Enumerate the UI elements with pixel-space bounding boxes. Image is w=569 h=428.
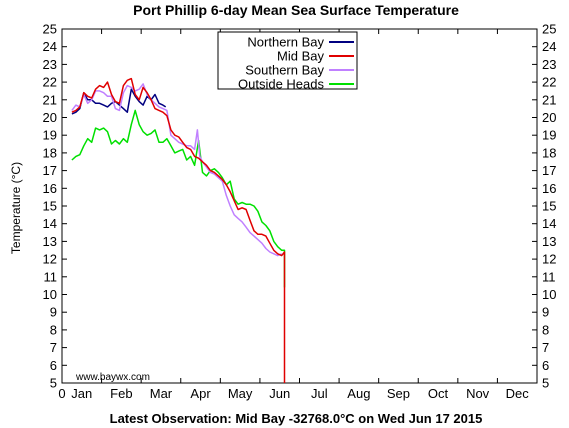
y-tick-label-left: 14 <box>43 216 57 231</box>
legend-box <box>217 31 358 90</box>
y-tick-label-right: 13 <box>542 234 556 249</box>
y-tick-label-right: 20 <box>542 110 556 125</box>
legend-label: Mid Bay <box>277 49 324 64</box>
y-tick-label-right: 16 <box>542 181 556 196</box>
y-tick-label-left: 22 <box>43 75 57 90</box>
y-tick-label-right: 12 <box>542 252 556 267</box>
y-axis-label: Temperature (°C) <box>9 162 23 254</box>
y-tick-label-left: 18 <box>43 145 57 160</box>
y-tick-label-left: 20 <box>43 110 57 125</box>
y-tick-label-right: 15 <box>542 199 556 214</box>
chart-title: Port Phillip 6-day Mean Sea Surface Temp… <box>133 2 459 18</box>
y-tick-label-left: 16 <box>43 181 57 196</box>
legend-label: Outside Heads <box>238 77 324 92</box>
x-tick-label: Jun <box>269 386 290 401</box>
y-tick-label-left: 10 <box>43 287 57 302</box>
y-tick-label-left: 5 <box>50 376 57 391</box>
y-tick-label-right: 17 <box>542 163 556 178</box>
y-tick-label-right: 18 <box>542 145 556 160</box>
y-tick-label-right: 21 <box>542 92 556 107</box>
x-tick-label: Jan <box>71 386 92 401</box>
y-tick-label-right: 25 <box>542 22 556 37</box>
series-line-southern-bay <box>71 83 283 257</box>
x-tick-label: May <box>228 386 253 401</box>
y-tick-label-left: 11 <box>44 269 58 284</box>
y-tick-label-left: 8 <box>50 322 57 337</box>
y-tick-label-left: 17 <box>43 163 57 178</box>
series-layer <box>71 77 286 383</box>
y-tick-label-right: 5 <box>542 376 549 391</box>
y-tick-label-right: 24 <box>542 39 556 54</box>
y-tick-label-right: 9 <box>542 305 549 320</box>
y-tick-label-left: 9 <box>50 305 57 320</box>
y-tick-label-left: 7 <box>50 340 57 355</box>
y-tick-label-left: 24 <box>43 39 57 54</box>
legend-label: Southern Bay <box>245 63 324 78</box>
y-tick-label-right: 22 <box>542 75 556 90</box>
x-tick-label: Nov <box>466 386 490 401</box>
x-tick-label: Apr <box>190 386 211 401</box>
x-tick-label: Jul <box>311 386 328 401</box>
x-tick-label: Sep <box>387 386 410 401</box>
y-tick-label-left: 15 <box>43 199 57 214</box>
y-tick-label-right: 7 <box>542 340 549 355</box>
series-line-mid-bay <box>71 77 286 383</box>
y-tick-label-left: 13 <box>43 234 57 249</box>
y-tick-label-left: 23 <box>43 57 57 72</box>
x-tick-label: Dec <box>506 386 530 401</box>
x-tick-label: Aug <box>347 386 370 401</box>
x-tick-label: 0 <box>58 386 65 401</box>
legend-label: Northern Bay <box>247 35 324 50</box>
y-tick-label-left: 21 <box>43 92 57 107</box>
y-tick-label-left: 19 <box>43 128 57 143</box>
footer-note: Latest Observation: Mid Bay -32768.0°C o… <box>110 411 483 426</box>
y-tick-label-left: 12 <box>43 252 57 267</box>
x-tick-label: Feb <box>110 386 132 401</box>
y-tick-label-left: 6 <box>50 358 57 373</box>
watermark: www.baywx.com <box>75 372 150 383</box>
y-tick-label-right: 19 <box>542 128 556 143</box>
series-line-outside-heads <box>71 109 286 288</box>
x-tick-label: Mar <box>150 386 173 401</box>
y-tick-label-right: 23 <box>542 57 556 72</box>
y-tick-label-right: 10 <box>542 287 556 302</box>
y-tick-label-right: 8 <box>542 322 549 337</box>
y-tick-label-left: 25 <box>43 22 57 37</box>
axes: 5 5 6 6 7 7 8 8 9 9 10 10 11 11 12 12 13 13 14 14 15 15 16 16 17… <box>43 22 557 402</box>
y-tick-label-right: 6 <box>542 358 549 373</box>
y-tick-label-right: 11 <box>542 269 556 284</box>
x-tick-label: Oct <box>428 386 449 401</box>
y-tick-label-right: 14 <box>542 216 556 231</box>
